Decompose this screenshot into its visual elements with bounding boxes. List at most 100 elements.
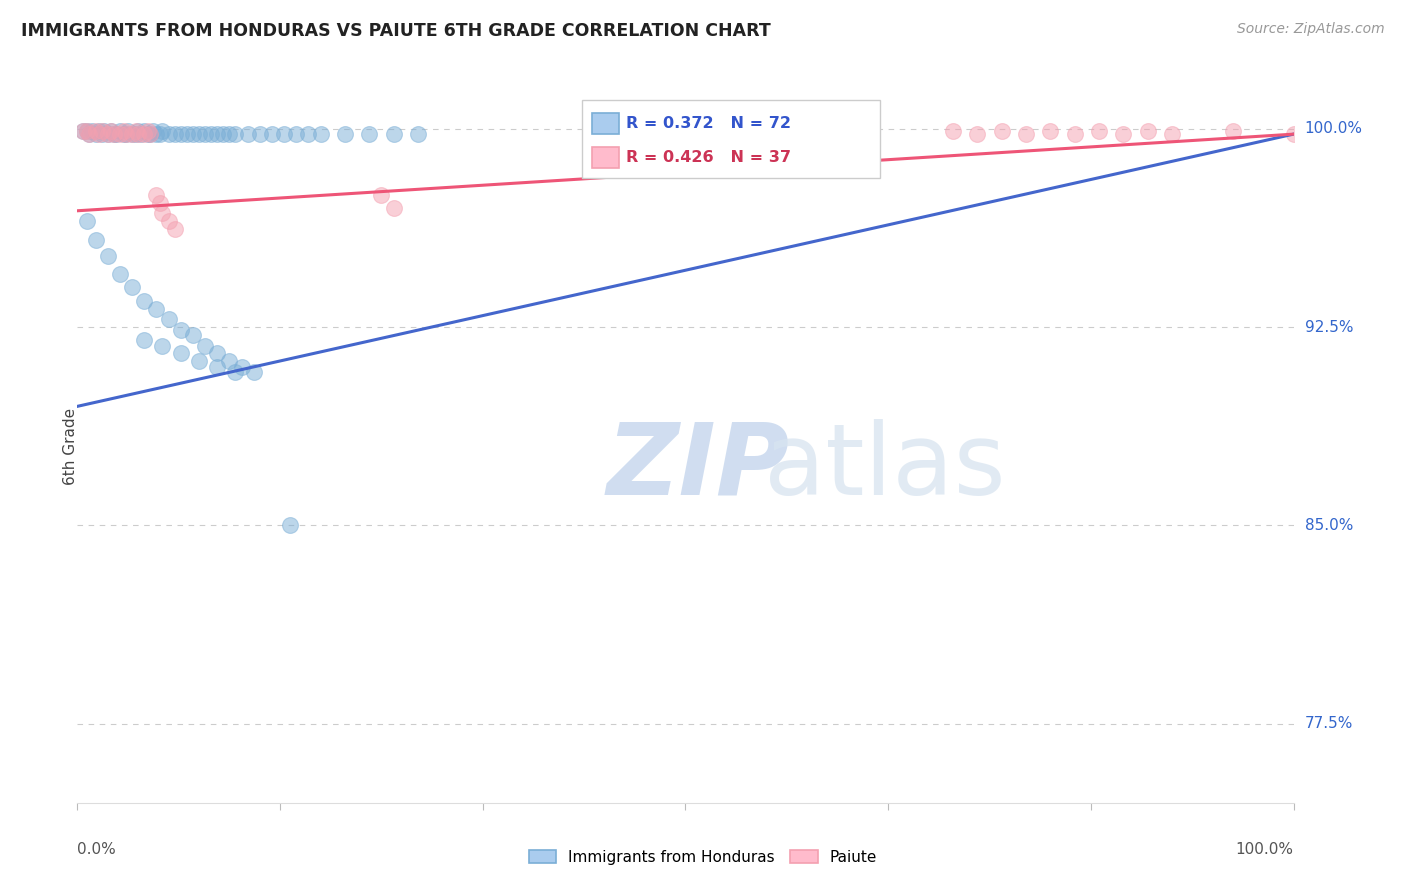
Point xyxy=(406,127,429,141)
Legend: Immigrants from Honduras, Paiute: Immigrants from Honduras, Paiute xyxy=(523,844,883,871)
Text: 77.5%: 77.5% xyxy=(1305,716,1353,731)
Point xyxy=(170,127,193,141)
Point xyxy=(149,195,172,210)
Point xyxy=(72,124,94,138)
Point xyxy=(129,127,152,141)
Point xyxy=(76,124,98,138)
Point xyxy=(90,124,112,138)
Point xyxy=(205,346,228,360)
Point xyxy=(309,127,332,141)
Point xyxy=(333,127,356,141)
Point xyxy=(108,127,131,141)
Point xyxy=(1282,127,1305,141)
Point xyxy=(157,127,180,141)
Point xyxy=(79,127,101,141)
Point xyxy=(125,124,148,138)
Y-axis label: 6th Grade: 6th Grade xyxy=(63,408,77,484)
Point xyxy=(90,127,112,141)
Point xyxy=(188,127,211,141)
Point xyxy=(127,127,149,141)
Point xyxy=(942,124,965,138)
Point xyxy=(297,127,319,141)
Point xyxy=(1088,124,1111,138)
Point xyxy=(89,124,111,138)
Point xyxy=(181,127,204,141)
Point xyxy=(231,359,253,374)
Point xyxy=(145,188,167,202)
Point xyxy=(103,127,125,141)
Text: 100.0%: 100.0% xyxy=(1305,121,1362,136)
Point xyxy=(966,127,988,141)
Point xyxy=(145,301,167,316)
Point xyxy=(139,127,162,141)
Point xyxy=(72,124,94,138)
Point xyxy=(84,124,107,138)
Point xyxy=(142,124,165,138)
Point xyxy=(249,127,271,141)
Point xyxy=(105,127,128,141)
Text: IMMIGRANTS FROM HONDURAS VS PAIUTE 6TH GRADE CORRELATION CHART: IMMIGRANTS FROM HONDURAS VS PAIUTE 6TH G… xyxy=(21,22,770,40)
Point xyxy=(212,127,235,141)
Point xyxy=(100,124,122,138)
Point xyxy=(152,124,174,138)
Point xyxy=(157,214,180,228)
Point xyxy=(163,127,186,141)
Point xyxy=(89,127,111,141)
Point xyxy=(139,127,162,141)
Point xyxy=(125,127,148,141)
Point xyxy=(100,124,122,138)
Point xyxy=(134,333,156,347)
Point xyxy=(76,124,98,138)
Text: ZIP: ZIP xyxy=(606,419,789,516)
Point xyxy=(136,127,159,141)
Point xyxy=(194,127,217,141)
Point xyxy=(97,249,120,263)
Text: R = 0.372   N = 72: R = 0.372 N = 72 xyxy=(626,116,790,131)
Point xyxy=(278,518,301,533)
Point xyxy=(370,188,392,202)
Point xyxy=(1136,124,1159,138)
Point xyxy=(200,127,222,141)
Point xyxy=(115,127,138,141)
FancyBboxPatch shape xyxy=(582,100,880,178)
Point xyxy=(176,127,198,141)
Point xyxy=(285,127,308,141)
Point xyxy=(108,124,131,138)
Point xyxy=(242,365,264,379)
Point xyxy=(149,127,172,141)
Point xyxy=(93,124,115,138)
Point xyxy=(80,124,103,138)
Point xyxy=(152,206,174,220)
Point xyxy=(1222,124,1244,138)
Point xyxy=(224,127,246,141)
Point xyxy=(117,124,139,138)
Point xyxy=(188,354,211,368)
Point xyxy=(224,365,246,379)
Point xyxy=(163,222,186,236)
Point xyxy=(134,124,156,138)
Point xyxy=(127,124,149,138)
Point xyxy=(1161,127,1184,141)
Point xyxy=(134,127,156,141)
Point xyxy=(218,354,240,368)
Point xyxy=(84,233,107,247)
Point xyxy=(382,127,405,141)
Point xyxy=(103,127,125,141)
Point xyxy=(134,293,156,308)
Point xyxy=(152,338,174,352)
Point xyxy=(145,127,167,141)
Point xyxy=(382,201,405,215)
Point xyxy=(170,323,193,337)
Text: atlas: atlas xyxy=(765,419,1007,516)
Point xyxy=(1063,127,1085,141)
Point xyxy=(121,127,143,141)
Text: 0.0%: 0.0% xyxy=(77,842,117,857)
Point xyxy=(236,127,259,141)
Point xyxy=(121,127,143,141)
Point xyxy=(79,127,101,141)
Point xyxy=(194,338,217,352)
Point xyxy=(157,312,180,326)
Point xyxy=(112,124,135,138)
Point xyxy=(205,359,228,374)
Point xyxy=(218,127,240,141)
